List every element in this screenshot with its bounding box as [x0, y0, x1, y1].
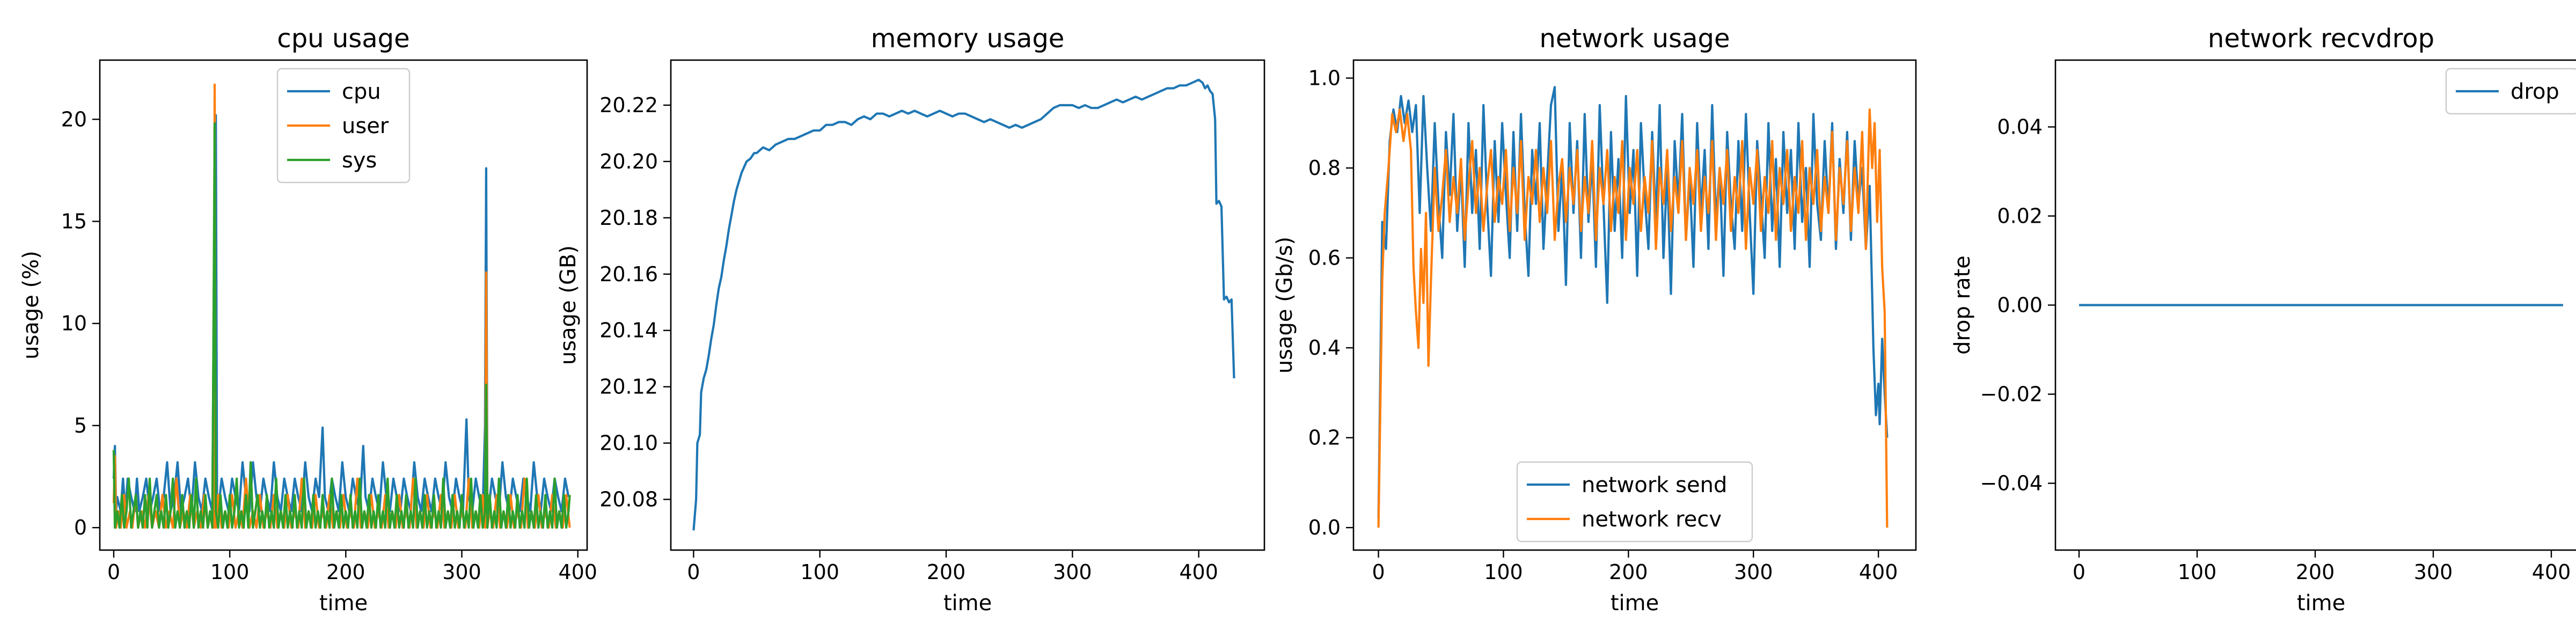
x-axis-label: time — [319, 591, 368, 616]
y-tick-label: 0.6 — [1308, 246, 1341, 270]
x-tick-label: 0 — [107, 560, 120, 584]
series-line-sys — [112, 122, 571, 529]
chart-title: network recvdrop — [2208, 24, 2434, 54]
y-tick-label: −0.02 — [1980, 383, 2043, 406]
x-tick-label: 400 — [558, 560, 597, 584]
y-tick-label: 0.2 — [1308, 426, 1341, 450]
x-tick-label: 100 — [2178, 560, 2217, 584]
y-tick-label: 0.00 — [1997, 294, 2043, 317]
y-tick-label: 0.8 — [1308, 156, 1341, 180]
x-tick-label: 400 — [1859, 560, 1898, 584]
y-axis-label: usage (Gb/s) — [1272, 237, 1297, 374]
y-tick-label: −0.04 — [1980, 472, 2043, 495]
chart-title: network usage — [1539, 24, 1730, 54]
x-tick-label: 400 — [1179, 560, 1218, 584]
series-line-series-1 — [692, 78, 1235, 531]
plot-frame — [1352, 59, 1917, 551]
x-tick-label: 200 — [326, 560, 365, 584]
x-axis-label: time — [1611, 591, 1659, 616]
legend-label-drop: drop — [2511, 79, 2559, 104]
y-tick-label: 20.20 — [599, 150, 658, 173]
y-tick-label: 10 — [61, 312, 87, 335]
x-tick-label: 300 — [1734, 560, 1773, 584]
y-tick-label: 20.18 — [599, 206, 658, 230]
y-tick-label: 20.16 — [599, 262, 658, 286]
y-tick-label: 0.04 — [1997, 115, 2043, 139]
chart-panel-2: 0 100 200 300 400 20.08 20.10 20.12 20.14 20.16 20… — [556, 24, 1265, 616]
x-tick-label: 100 — [800, 560, 839, 584]
y-tick-label: 20.14 — [599, 319, 658, 342]
chart-panel-1: 0 100 200 300 400 0 5 10 15 20 cpu usage time usage … — [19, 24, 597, 616]
x-tick-label: 300 — [442, 560, 481, 584]
y-axis-label: usage (GB) — [556, 245, 581, 365]
chart-title: cpu usage — [277, 24, 409, 54]
x-tick-label: 200 — [927, 560, 966, 584]
legend-box — [276, 68, 411, 184]
x-axis-label: time — [943, 591, 992, 616]
y-tick-label: 0.4 — [1308, 336, 1341, 360]
x-tick-label: 100 — [210, 560, 250, 584]
legend-label-user: user — [342, 114, 389, 138]
legend: drop — [2445, 68, 2576, 115]
plot-frame — [670, 59, 1265, 551]
y-axis-label: usage (%) — [19, 251, 43, 360]
x-tick-label: 200 — [1609, 560, 1648, 584]
y-tick-label: 20.08 — [599, 488, 658, 511]
y-tick-label: 0 — [74, 516, 87, 539]
y-tick-label: 20.22 — [599, 93, 658, 117]
legend-label-network-send: network send — [1582, 473, 1727, 497]
plot-frame — [99, 59, 588, 551]
y-tick-label: 20.12 — [599, 375, 658, 399]
legend: cpu user sys — [276, 68, 411, 184]
y-tick-label: 20.10 — [599, 431, 658, 455]
legend-box — [2445, 68, 2576, 115]
chart-title: memory usage — [871, 24, 1065, 54]
y-axis-label: drop rate — [1950, 255, 1975, 355]
legend-box — [1516, 461, 1753, 543]
chart-panel-4: 0 100 200 300 400 −0.04 −0.02 0.00 0.02 0.04 netwo… — [1950, 24, 2576, 616]
x-tick-label: 0 — [1372, 560, 1385, 584]
x-axis-label: time — [2297, 591, 2345, 616]
x-tick-label: 100 — [1484, 560, 1523, 584]
y-tick-label: 15 — [61, 210, 87, 233]
y-tick-label: 20 — [61, 107, 87, 131]
x-tick-label: 400 — [2532, 560, 2571, 584]
x-tick-label: 0 — [687, 560, 700, 584]
legend-label-cpu: cpu — [342, 79, 381, 104]
series-line-network-recv — [1377, 108, 1889, 528]
legend-label-network-recv: network recv — [1582, 507, 1722, 532]
chart-panel-3: 0 100 200 300 400 0.0 0.2 0.4 0.6 0.8 1.0 network u… — [1272, 24, 1917, 616]
x-tick-label: 300 — [2414, 560, 2453, 584]
y-tick-label: 0.02 — [1997, 204, 2043, 228]
series-line-network-send — [1377, 86, 1889, 519]
y-tick-label: 1.0 — [1308, 67, 1341, 90]
legend: network send network recv — [1516, 461, 1753, 543]
y-tick-label: 5 — [74, 414, 87, 437]
x-tick-label: 300 — [1053, 560, 1092, 584]
x-tick-label: 200 — [2296, 560, 2335, 584]
y-tick-label: 0.0 — [1308, 516, 1341, 539]
x-tick-label: 0 — [2073, 560, 2085, 584]
legend-label-sys: sys — [342, 148, 377, 173]
